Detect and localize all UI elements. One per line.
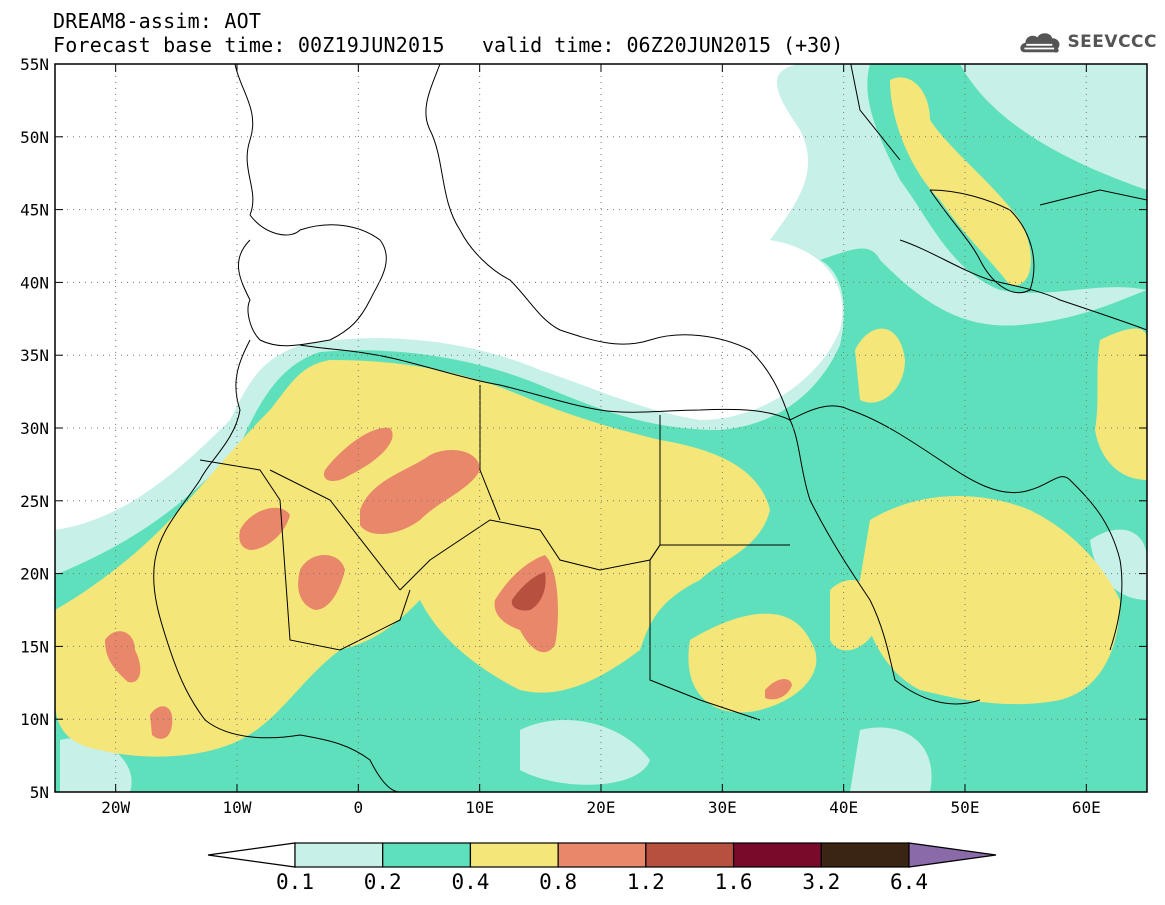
- aot-band-0.4-ethiopia: [830, 580, 880, 651]
- aot-band-0.8-mali: [298, 555, 345, 610]
- aot-band-0.1-arabia: [1090, 529, 1147, 600]
- latitude-labels: 55N 50N 45N 40N 35N 30N 25N 20N 15N 10N 5N: [20, 55, 49, 802]
- lon-label: 20W: [101, 798, 130, 817]
- colorbar-labels: 0.1 0.2 0.4 0.8 1.2 1.6 3.2 6.4: [276, 870, 928, 894]
- colorbar-label: 3.2: [802, 870, 840, 894]
- colorbar-segment: [469, 842, 559, 868]
- colorbar-segment: [820, 842, 910, 868]
- aot-band-0.4-iran: [1095, 328, 1147, 480]
- colorbar-label: 0.2: [364, 870, 402, 894]
- colorbar-label: 0.8: [539, 870, 577, 894]
- longitude-labels: 20W 10W 0 10E 20E 30E 40E 50E 60E: [101, 798, 1101, 817]
- aot-band-0.8-guinea: [150, 706, 173, 739]
- lon-label: 60E: [1072, 798, 1101, 817]
- lat-label: 20N: [20, 565, 49, 584]
- colorbar-label: 0.4: [451, 870, 489, 894]
- colorbar-label: 6.4: [890, 870, 928, 894]
- colorbar-label: 1.2: [627, 870, 665, 894]
- aot-band-1.2-chad: [511, 572, 546, 611]
- colorbar: [207, 842, 997, 868]
- aot-band-0.4-sahara: [55, 360, 770, 757]
- lat-label: 55N: [20, 55, 49, 74]
- lat-label: 30N: [20, 419, 49, 438]
- colorbar-segment: [645, 842, 735, 868]
- lat-label: 10N: [20, 710, 49, 729]
- lon-label: 10W: [223, 798, 252, 817]
- lat-label: 15N: [20, 637, 49, 656]
- lon-label: 30E: [708, 798, 737, 817]
- aot-band-0.1-east: [850, 727, 932, 792]
- aot-band-0.8-mauritania: [239, 507, 290, 550]
- aot-band-0.8-libya: [360, 450, 480, 535]
- lat-label: 5N: [30, 783, 49, 802]
- map-title: DREAM8-assim: AOT: [53, 9, 262, 33]
- lat-label: 50N: [20, 128, 49, 147]
- aot-band-0.8-senegal: [105, 631, 141, 683]
- aot-band-0.1-central: [520, 720, 650, 785]
- colorbar-segment: [294, 842, 384, 868]
- aot-band-0.4-caspian: [890, 77, 1031, 286]
- cloud-icon: [1020, 33, 1060, 53]
- aot-band-0.8-ethiopia: [765, 678, 792, 700]
- valid-time: valid time: 06Z20JUN2015 (+30): [482, 33, 844, 57]
- lat-label: 25N: [20, 492, 49, 511]
- seevccc-logo: SEEVCCC: [1017, 24, 1157, 60]
- aot-band-0.4-arabia: [860, 496, 1120, 705]
- coastlines: [153, 64, 1147, 792]
- lat-label: 35N: [20, 346, 49, 365]
- aot-band-0.2-north: [867, 64, 1147, 293]
- lon-label: 20E: [587, 798, 616, 817]
- lon-label: 0: [354, 798, 364, 817]
- graticule: [55, 63, 1147, 793]
- lon-label: 10E: [465, 798, 494, 817]
- colorbar-segment: [732, 842, 822, 868]
- lat-label: 45N: [20, 201, 49, 220]
- forecast-base-time: Forecast base time: 00Z19JUN2015: [53, 33, 445, 57]
- colorbar-segment: [557, 842, 647, 868]
- colorbar-label: 1.6: [715, 870, 753, 894]
- lon-label: 50E: [951, 798, 980, 817]
- logo-text: SEEVCCC: [1067, 32, 1157, 52]
- colorbar-high-arrow: [908, 842, 997, 868]
- lon-label: 40E: [829, 798, 858, 817]
- lat-label: 40N: [20, 273, 49, 292]
- colorbar-segment: [382, 842, 472, 868]
- colorbar-low-arrow: [207, 842, 296, 868]
- aot-band-0.4-iraq: [855, 328, 905, 403]
- colorbar-label: 0.1: [276, 870, 314, 894]
